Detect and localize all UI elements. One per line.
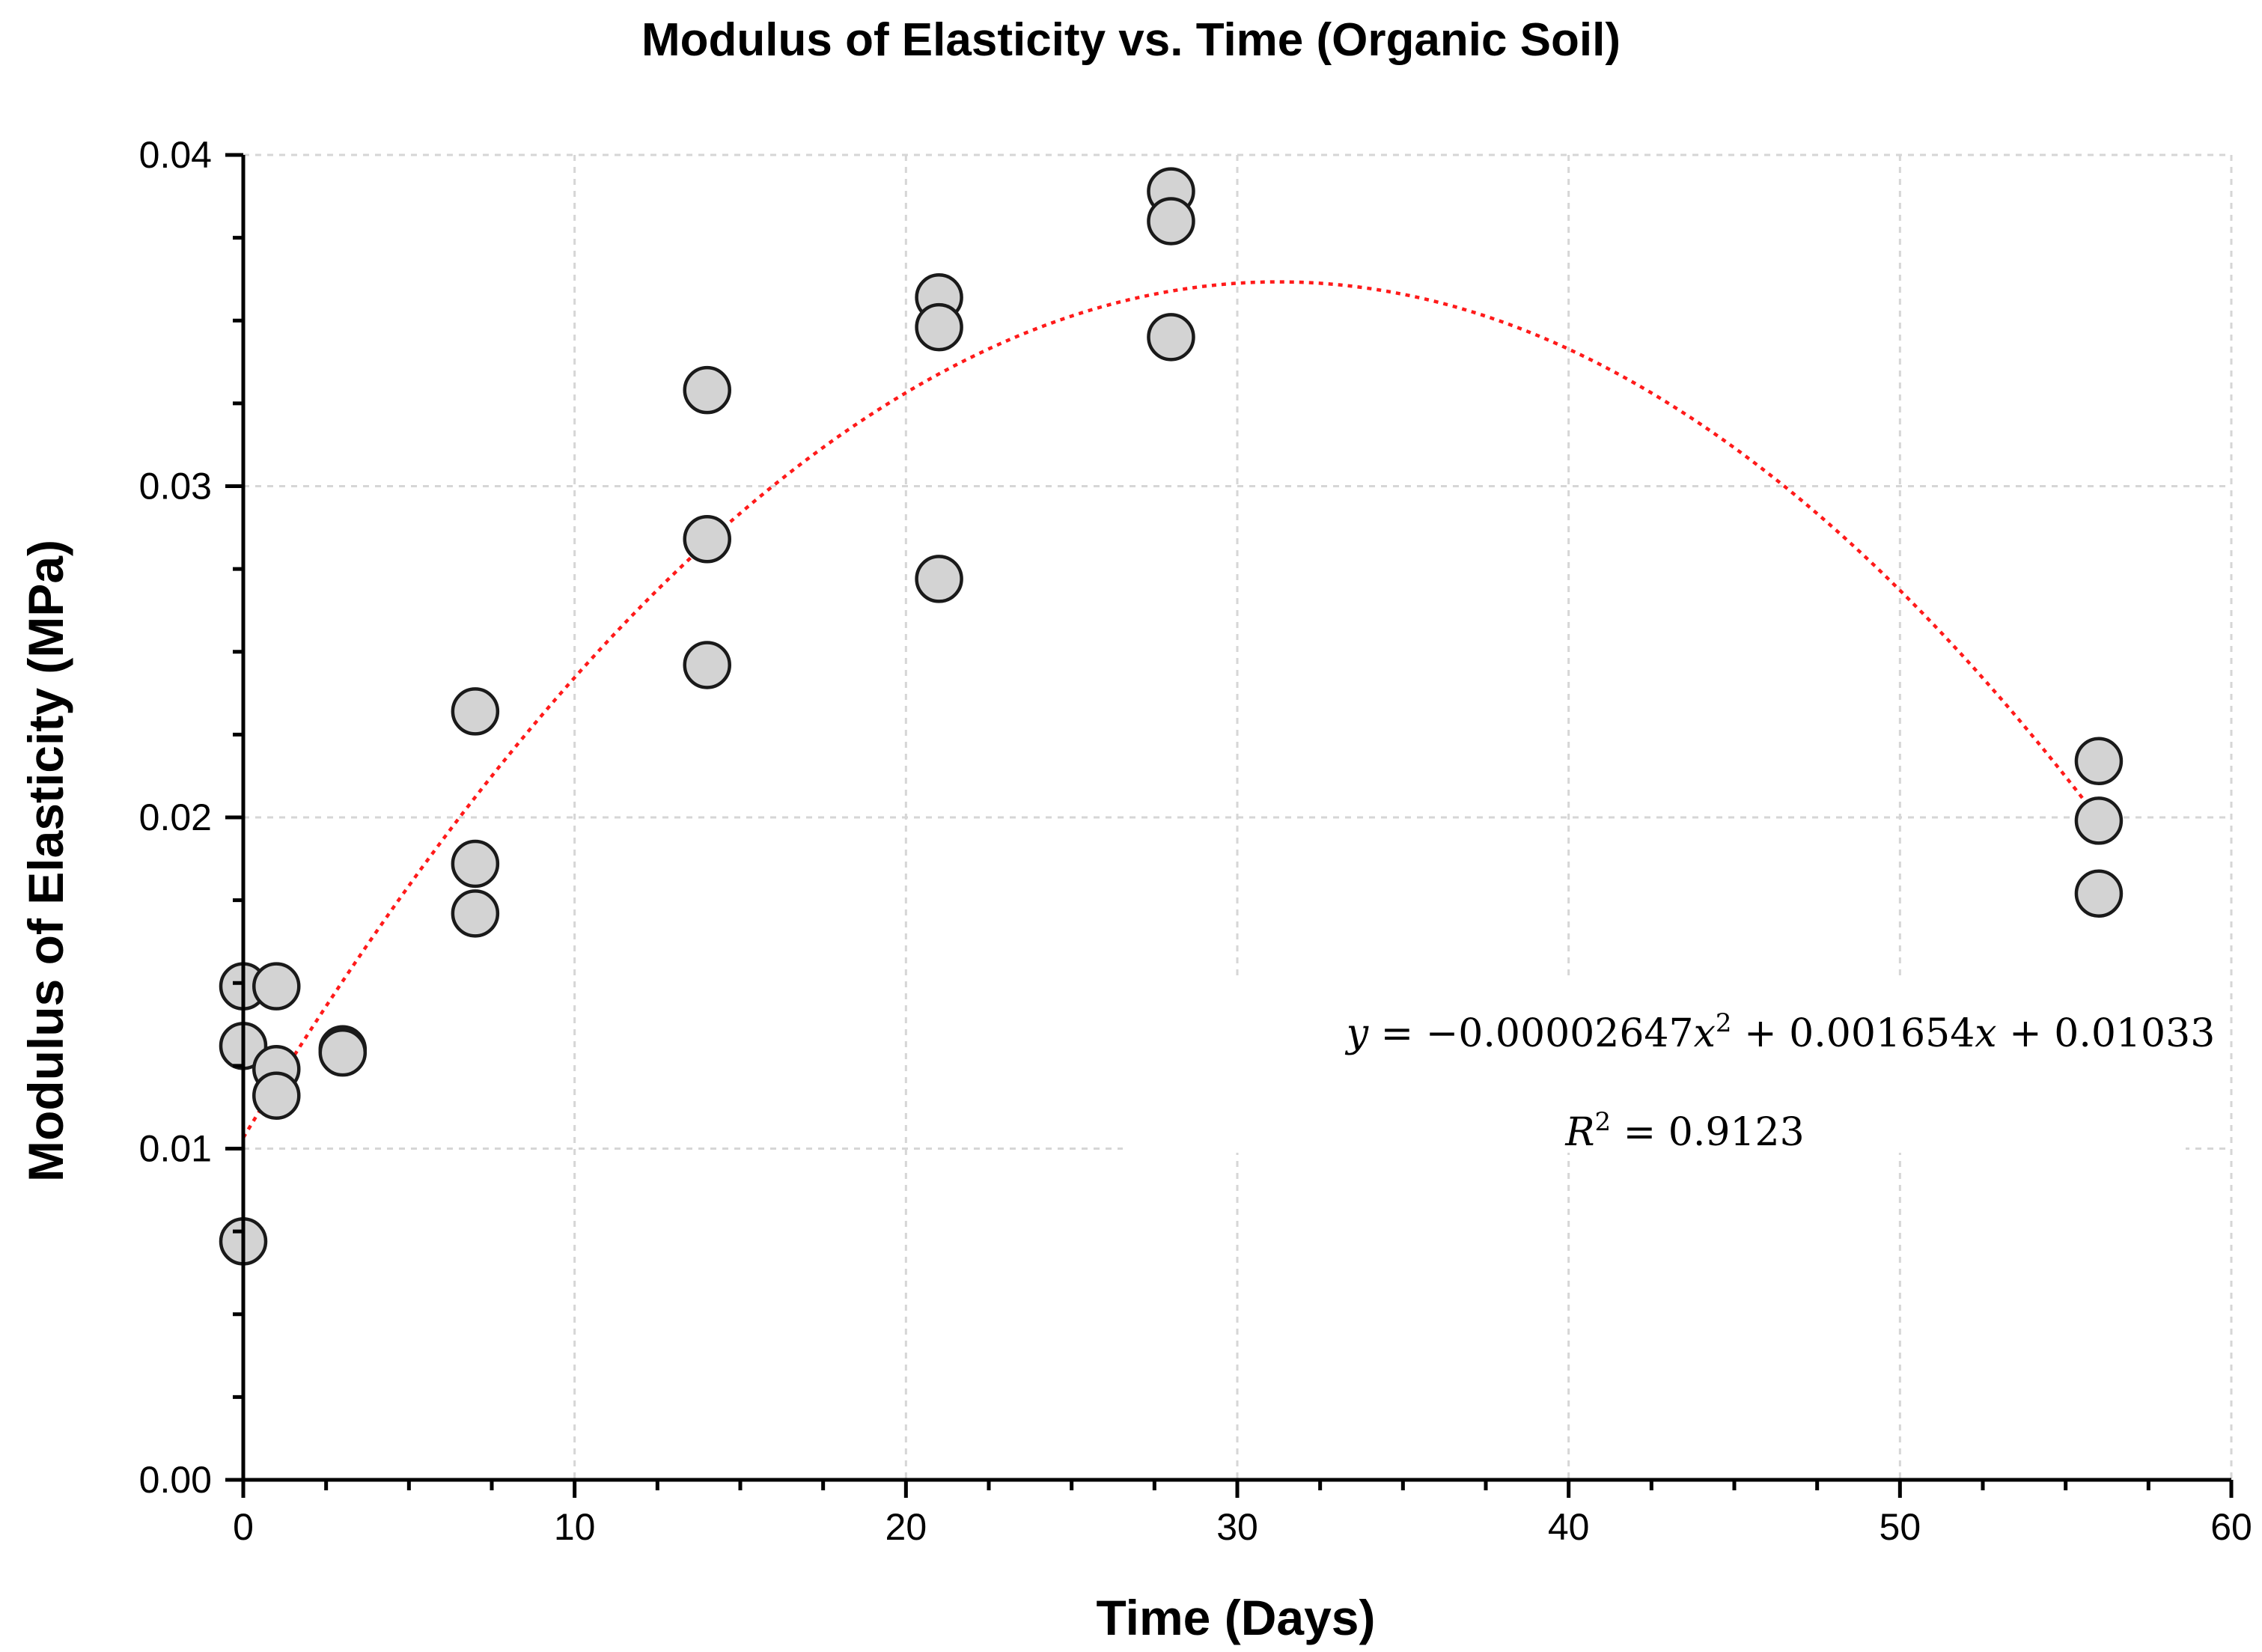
y-tick-label: 0.04 — [139, 134, 212, 176]
y-tick-label: 0.03 — [139, 466, 212, 508]
data-point — [683, 515, 731, 564]
data-point — [451, 889, 500, 938]
data-point — [2074, 737, 2124, 786]
r2-value: = 0.9123 — [1611, 1110, 1805, 1155]
fit-equation: y = −0.00002647x2 + 0.001654x + 0.01033 — [1345, 1008, 2216, 1056]
data-point — [683, 365, 731, 415]
data-point — [451, 687, 500, 736]
data-points — [219, 167, 2124, 1266]
axis-ticks — [225, 153, 2234, 1498]
x-tick-label: 60 — [2210, 1506, 2252, 1548]
x-tick-label: 40 — [1548, 1506, 1590, 1548]
eq-const: + 0.01033 — [1997, 1011, 2216, 1056]
x-tick-label: 50 — [1880, 1506, 1921, 1548]
x-tick-label: 0 — [233, 1506, 254, 1548]
chart-title: Modulus of Elasticity vs. Time (Organic … — [641, 14, 1621, 66]
x-tick-label: 30 — [1216, 1506, 1258, 1548]
y-tick-label: 0.01 — [139, 1128, 212, 1170]
equation-box — [1123, 977, 2186, 1153]
data-point — [915, 302, 963, 352]
data-point — [683, 641, 731, 689]
y-tick-labels: 0.00 0.01 0.02 0.03 0.04 — [139, 134, 212, 1501]
x-tick-labels: 0 10 20 30 40 50 60 — [233, 1506, 2252, 1548]
data-point — [252, 962, 301, 1011]
y-axis-label: Modulus of Elasticity (MPa) — [18, 540, 73, 1182]
x-tick-label: 20 — [885, 1506, 927, 1548]
eq-coef-b: + 0.001654 — [1732, 1011, 1975, 1056]
data-point — [2074, 869, 2124, 918]
data-point — [451, 839, 500, 889]
eq-exponent: 2 — [1716, 1008, 1732, 1038]
y-tick-label: 0.02 — [139, 796, 212, 838]
x-axis-label: Time (Days) — [1097, 1590, 1376, 1645]
eq-x: x — [1975, 1011, 1996, 1056]
data-point — [2074, 796, 2124, 845]
x-tick-label: 10 — [554, 1506, 596, 1548]
data-point — [1147, 313, 1195, 362]
data-point — [915, 555, 963, 603]
eq-coef-a: = −0.00002647 — [1368, 1011, 1693, 1056]
eq-x-squared: x — [1694, 1011, 1716, 1056]
y-tick-label: 0.00 — [139, 1459, 212, 1501]
r2-r: R — [1564, 1110, 1594, 1155]
data-point — [1147, 197, 1195, 246]
r2-exponent: 2 — [1594, 1107, 1611, 1137]
r-squared: R2 = 0.9123 — [1564, 1107, 1804, 1155]
data-point — [318, 1028, 368, 1077]
data-point — [252, 1071, 301, 1120]
eq-y: y — [1345, 1011, 1369, 1056]
